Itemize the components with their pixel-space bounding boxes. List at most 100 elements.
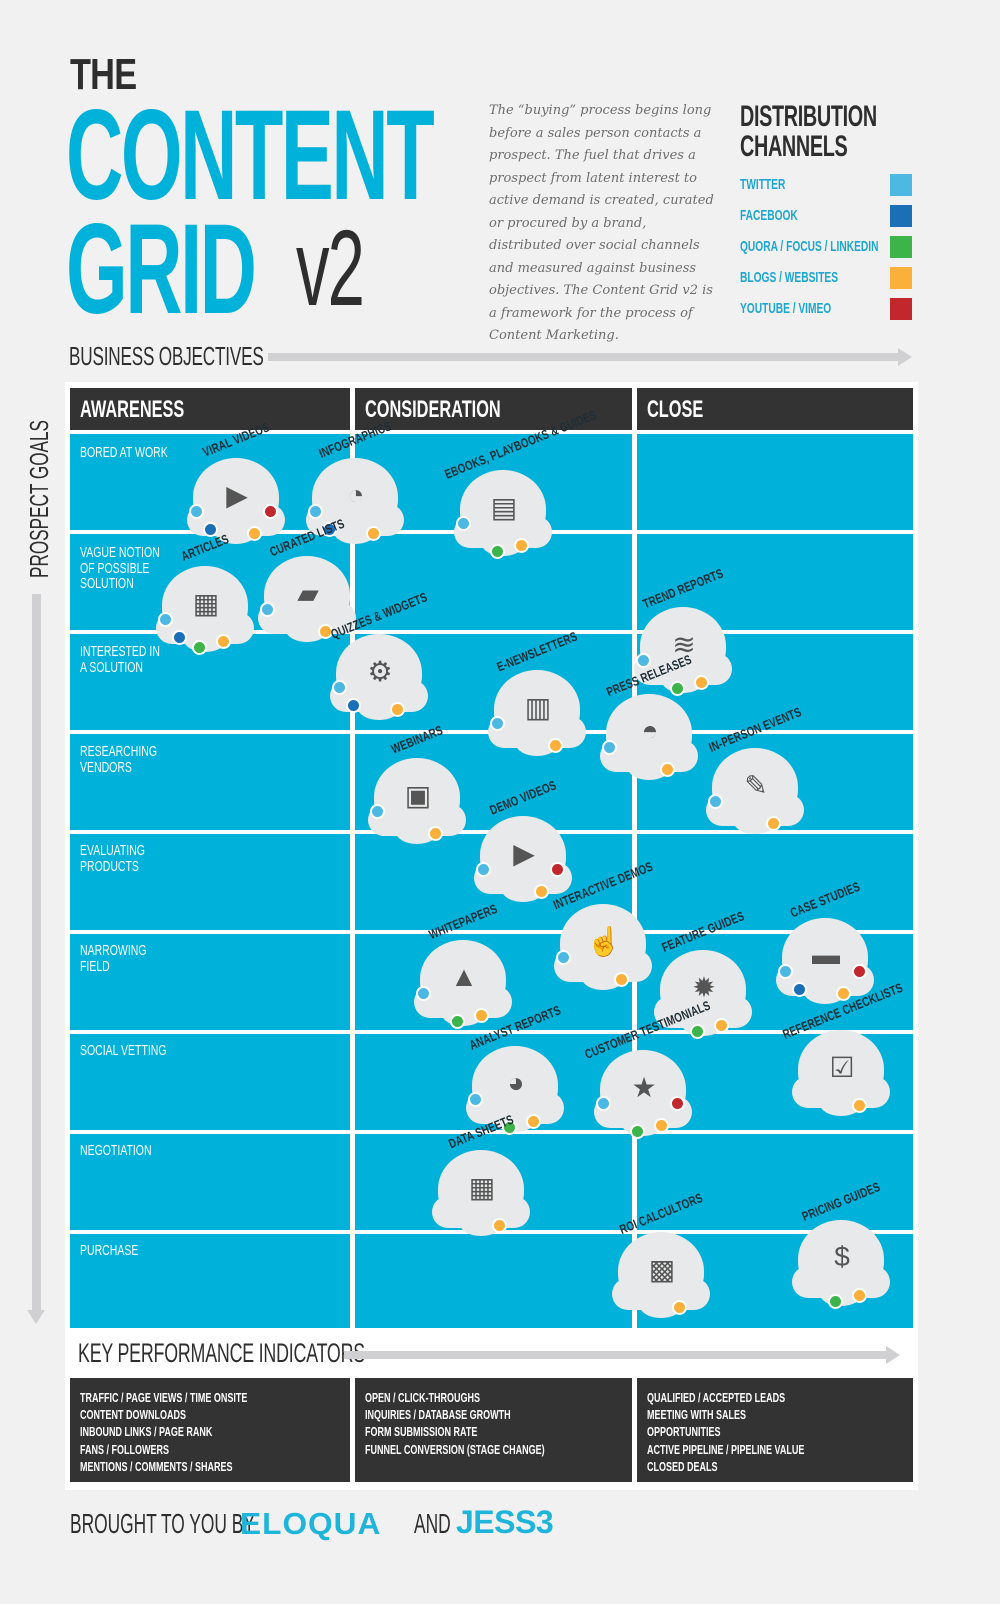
row-label-negotiation: NEGOTIATION	[80, 1142, 152, 1159]
content-type-data-sheets: ▦ DATA SHEETS	[432, 1112, 530, 1236]
star-person-icon: ★	[631, 1071, 657, 1103]
calculator-icon: ▩	[648, 1253, 676, 1285]
eloqua-logo: ELOQUA	[240, 1506, 382, 1541]
channel-dot-twitter	[370, 804, 385, 819]
channel-dot-quora	[490, 544, 505, 559]
channel-dot-facebook	[346, 698, 361, 713]
bubble-background	[368, 758, 466, 844]
row-label-purchase: PURCHASE	[80, 1242, 139, 1259]
channel-dot-blogs	[366, 526, 381, 541]
content-type-analyst-reports: ◕ ANALYST REPORTS	[466, 1002, 564, 1135]
content-type-demo-videos: ▶ DEMO VIDEOS	[474, 777, 572, 902]
intro-paragraph: The “buying” process begins long before …	[489, 103, 714, 343]
content-type-webinars: ▣ WEBINARS	[368, 722, 466, 844]
row-label-researching-vendors: RESEARCHING VENDORS	[80, 743, 158, 776]
grid-cell	[637, 834, 913, 930]
content-type-curated-lists: ▰ CURATED LISTS	[258, 516, 356, 642]
dollar-bill-icon: $	[834, 1241, 850, 1272]
bubble-background	[792, 1220, 890, 1306]
footer-and: AND	[414, 1508, 451, 1539]
row-label-social-vetting: SOCIAL VETTING	[80, 1042, 167, 1059]
channel-dot-quora	[630, 1124, 645, 1139]
content-type-quizzes-widgets: ⚙ QUIZZES & WIDGETS	[329, 589, 429, 720]
channel-dot-blogs	[514, 538, 529, 553]
column-header-awareness: AWARENESS	[70, 388, 350, 430]
gears-icon: ⚙	[367, 655, 393, 687]
row-label-evaluating-products: EVALUATING PRODUCTS	[80, 842, 145, 875]
channel-dot-youtube	[263, 504, 278, 519]
bubble-background	[600, 694, 698, 780]
legend-item-youtube-vimeo: YOUTUBE / VIMEO	[740, 298, 912, 320]
grid-cell	[637, 1134, 913, 1230]
channel-dot-youtube	[852, 964, 867, 979]
kpi-item: OPEN / CLICK-THROUGHS	[365, 1391, 481, 1405]
bubble-background	[414, 940, 512, 1026]
legend-item-quora-focus-linkedin: QUORA / FOCUS / LINKEDIN	[740, 236, 912, 258]
channel-dot-blogs	[852, 1098, 867, 1113]
legend-label: TWITTER	[740, 176, 786, 193]
channel-dot-quora	[670, 681, 685, 696]
demo-click-icon: ☝	[586, 925, 622, 957]
tv-play-icon: ▶	[226, 479, 248, 511]
kpi-item: OPPORTUNITIES	[647, 1425, 721, 1440]
column-header-close: CLOSE	[637, 388, 913, 430]
content-type-e-newsletters: ▥ E-NEWSLETTERS	[488, 629, 586, 756]
channel-dot-blogs	[390, 702, 405, 717]
legend-label: FACEBOOK	[740, 207, 798, 224]
kpi-label: KEY PERFORMANCE INDICATORS	[78, 1338, 365, 1368]
channel-dot-facebook	[792, 982, 807, 997]
content-type-viral-videos: ▶ VIRAL VIDEOS	[187, 419, 285, 544]
channel-dot-twitter	[602, 740, 617, 755]
kpi-item: FANS / FOLLOWERS	[80, 1442, 169, 1457]
channel-dot-blogs	[694, 675, 709, 690]
channel-dot-blogs	[548, 738, 563, 753]
row-label-bored-at-work: BORED AT WORK	[80, 444, 168, 461]
content-type-in-person-events: ✎ IN-PERSON EVENTS	[706, 704, 804, 834]
legend-label: BLOGS / WEBSITES	[740, 269, 839, 286]
bubble-background	[466, 1046, 564, 1132]
content-type-whitepapers: ▲ WHITEPAPERS	[414, 901, 512, 1029]
content-type-interactive-demos: ☝ INTERACTIVE DEMOS	[551, 859, 655, 990]
kpi-item: TRAFFIC / PAGE VIEWS / TIME ONSITE	[80, 1391, 248, 1405]
channel-dot-blogs	[428, 826, 443, 841]
channel-dot-twitter	[189, 504, 204, 519]
row-label-interested: INTERESTED IN A SOLUTION	[80, 643, 160, 676]
kpi-item: CLOSED DEALS	[647, 1459, 718, 1474]
channel-dot-blogs	[654, 1118, 669, 1133]
channel-dot-blogs	[318, 624, 333, 639]
bubble-background	[792, 1030, 890, 1116]
channel-dot-blogs	[526, 1114, 541, 1129]
kpi-item: CONTENT DOWNLOADS	[80, 1408, 186, 1423]
channel-dot-blogs	[660, 762, 675, 777]
kpi-box-awareness: TRAFFIC / PAGE VIEWS / TIME ONSITE CONTE…	[70, 1378, 350, 1482]
newspaper-icon: ▦	[192, 587, 220, 619]
kpi-item: MENTIONS / COMMENTS / SHARES	[80, 1459, 233, 1474]
business-objectives-arrow-icon	[268, 348, 912, 366]
kpi-item: FORM SUBMISSION RATE	[365, 1425, 478, 1440]
kpi-item: ACTIVE PIPELINE / PIPELINE VALUE	[647, 1442, 805, 1457]
title-the: THE	[70, 50, 137, 99]
channel-dot-blogs	[247, 526, 262, 541]
webinar-screen-icon: ▣	[404, 779, 432, 811]
channel-dot-quora	[690, 1024, 705, 1039]
content-type-customer-testimonials: ★ CUSTOMER TESTIMONIALS	[582, 998, 712, 1139]
title-content: CONTENT	[66, 84, 435, 227]
channel-dot-twitter	[596, 1096, 611, 1111]
channel-dot-blogs	[852, 1288, 867, 1303]
paper-weight-icon: ▲	[450, 961, 478, 992]
content-type-case-studies: ▬ CASE STUDIES	[776, 879, 874, 1004]
channel-dot-twitter	[416, 986, 431, 1001]
grid-cell	[70, 1234, 350, 1328]
content-type-trend-reports: ≋ TREND REPORTS	[634, 566, 732, 696]
footer-prefix: BROUGHT TO YOU BY	[70, 1508, 255, 1539]
distribution-channels-title: DISTRIBUTION CHANNELS	[740, 102, 877, 162]
business-objectives-label: BUSINESS OBJECTIVES	[69, 341, 264, 371]
channel-dot-twitter	[158, 612, 173, 627]
channel-dot-twitter	[556, 950, 571, 965]
channel-dot-blogs	[534, 884, 549, 899]
bubble-background	[306, 458, 404, 544]
channel-dot-twitter	[490, 716, 505, 731]
distribution-title-line2: CHANNELS	[740, 130, 848, 163]
grid-cell	[70, 834, 350, 930]
kpi-arrow-icon	[344, 1346, 900, 1364]
